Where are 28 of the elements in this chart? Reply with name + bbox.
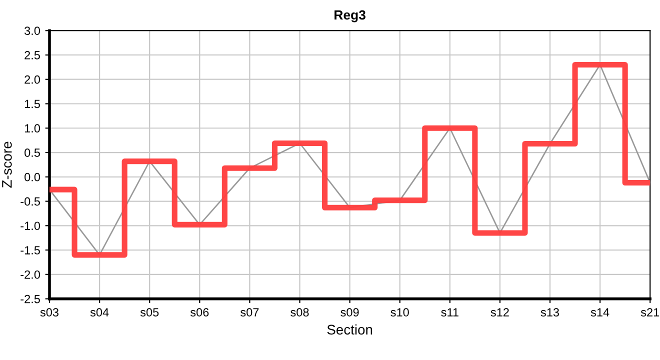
- y-tick-label: 2.5: [24, 51, 40, 60]
- x-axis-title: Section: [327, 324, 372, 335]
- y-tick-label: -2.5: [20, 294, 40, 304]
- x-tick-label: s07: [240, 308, 259, 316]
- y-tick-label: 0.0: [24, 172, 40, 182]
- y-tick-label: 0.5: [24, 148, 40, 157]
- x-tick-label: s04: [90, 308, 109, 316]
- x-tick-label: s06: [190, 308, 209, 316]
- y-tick-label: 3.0: [24, 26, 40, 35]
- y-tick-label: -2.0: [20, 270, 40, 279]
- y-tick-label: 2.0: [24, 75, 40, 84]
- y-tick-label: -1.0: [20, 222, 40, 230]
- x-tick-label: s10: [390, 308, 409, 316]
- x-tick-label: s12: [490, 308, 509, 316]
- x-tick-label: s03: [40, 308, 58, 316]
- x-tick-label: s05: [140, 308, 159, 316]
- x-tick-label: s11: [441, 308, 458, 316]
- x-tick-label: s14: [590, 308, 610, 316]
- y-tick-label: -1.5: [20, 246, 40, 254]
- x-tick-label: s21: [640, 308, 660, 316]
- x-tick-label: s09: [340, 308, 359, 316]
- y-tick-label: -0.5: [20, 197, 40, 206]
- y-tick-label: 1.0: [24, 124, 40, 133]
- chart-title: Reg3: [334, 10, 366, 22]
- y-axis-title: Z-score: [2, 142, 12, 188]
- x-tick-label: s13: [540, 308, 559, 316]
- y-tick-label: 1.5: [24, 100, 40, 108]
- x-tick-label: s08: [290, 308, 309, 316]
